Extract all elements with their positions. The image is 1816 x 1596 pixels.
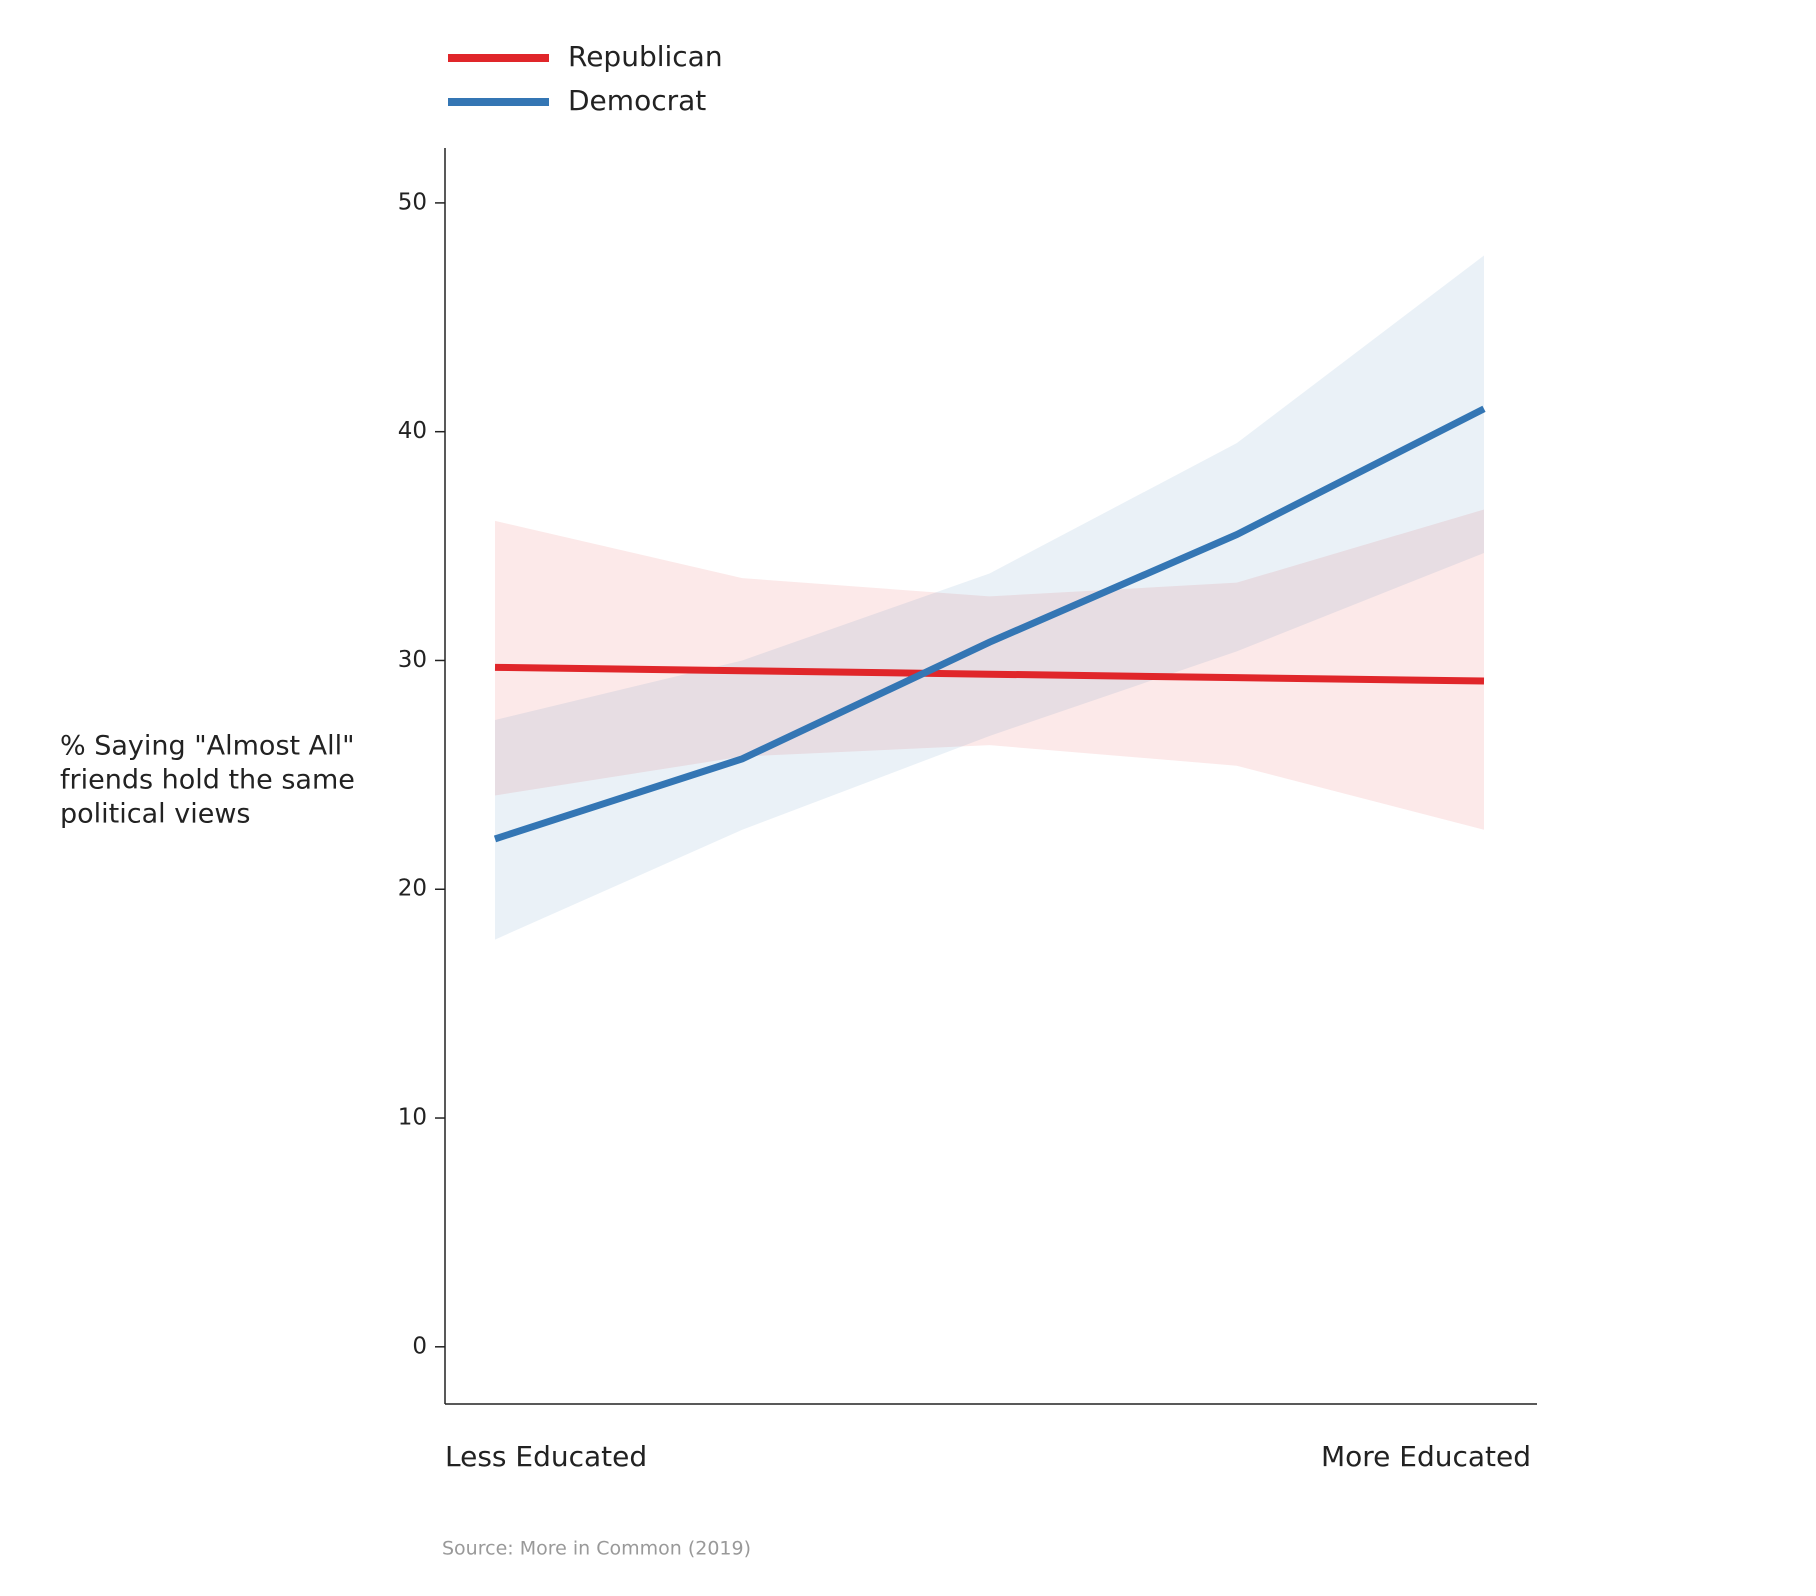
- y-axis-label: friends hold the same: [60, 765, 355, 796]
- y-tick-label: 40: [398, 418, 427, 444]
- confidence-band: [495, 255, 1484, 940]
- series-line: [494, 663, 1485, 685]
- y-axis-label: % Saying "Almost All": [60, 731, 355, 762]
- y-tick-label: 30: [398, 647, 427, 673]
- y-tick-label: 10: [398, 1105, 427, 1131]
- y-tick-label: 20: [398, 876, 427, 902]
- source: Source: More in Common (2019): [442, 1538, 751, 1560]
- series-line: [493, 405, 1486, 843]
- x-tick-label: More Educated: [1321, 1440, 1531, 1473]
- y-tick-label: 0: [412, 1333, 427, 1359]
- legend-label: Republican: [568, 40, 723, 73]
- legend-label: Democrat: [568, 84, 706, 117]
- y-axis-label: political views: [60, 799, 250, 830]
- y-tick-label: 50: [398, 189, 427, 215]
- x-tick-label: Less Educated: [445, 1440, 647, 1473]
- confidence-band: [495, 509, 1484, 830]
